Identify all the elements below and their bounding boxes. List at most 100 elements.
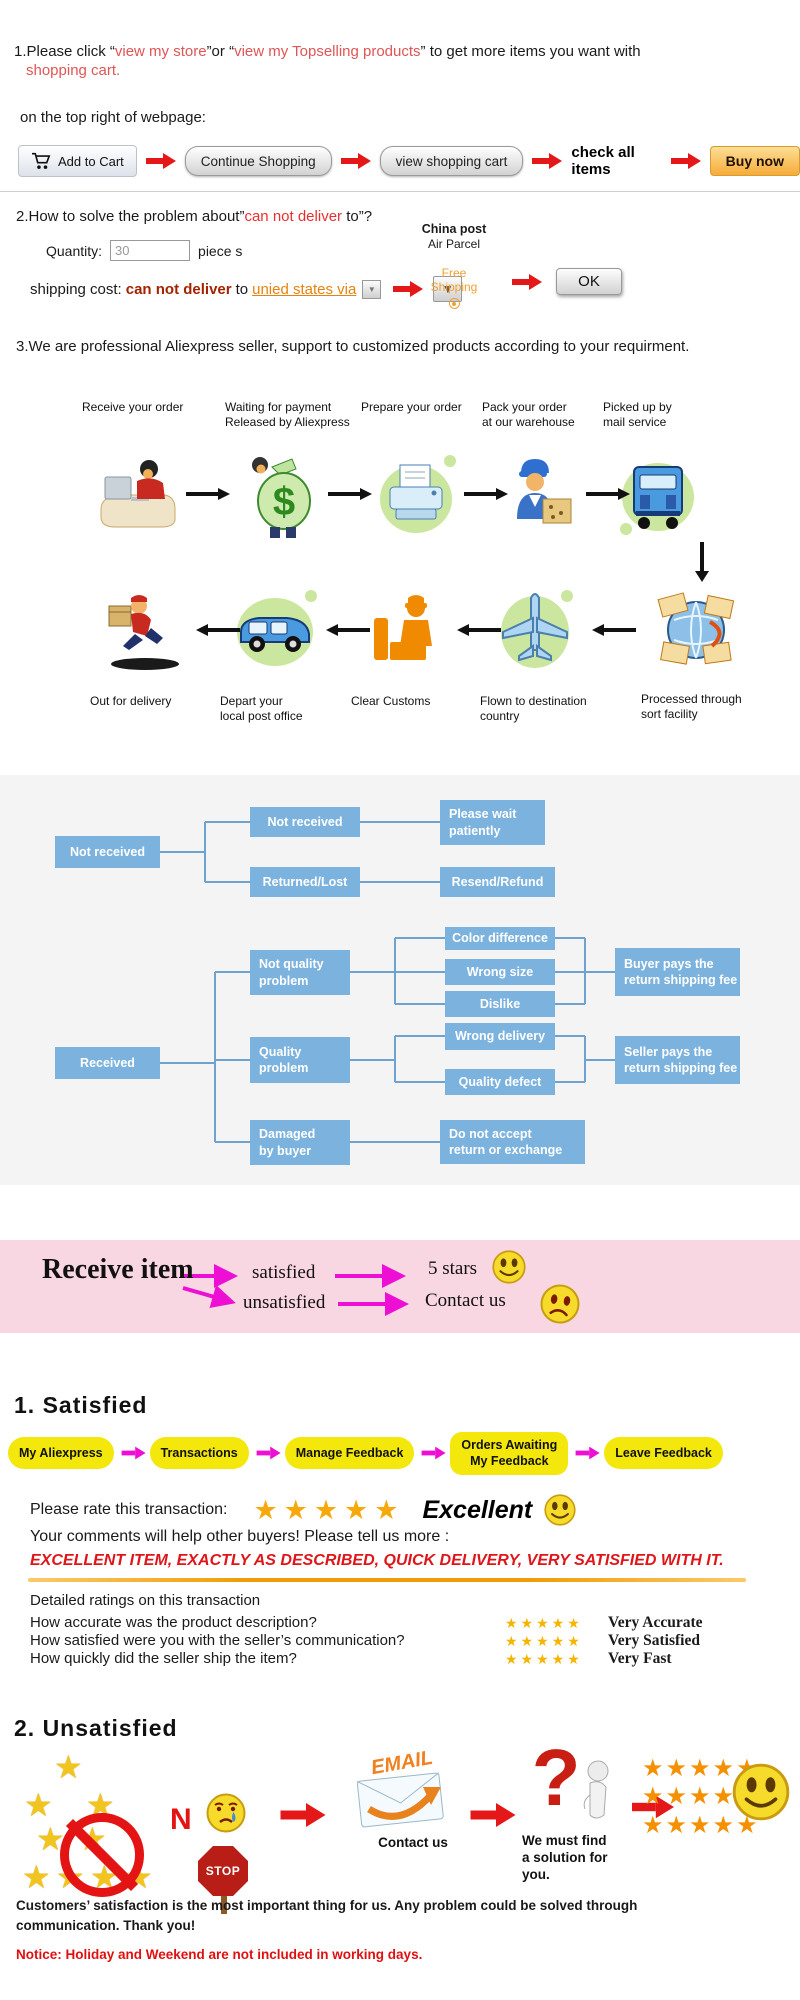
receive-item-banner: Receive item satisfied 5 stars unsatisfi… <box>0 1240 800 1333</box>
united-states-link[interactable]: unied states via <box>252 280 357 298</box>
unsatisfied-heading: 2. Unsatisfied <box>14 1715 178 1741</box>
customs-icon <box>360 584 452 676</box>
process-step-label: Clear Customs <box>351 694 431 708</box>
no-letter: N <box>170 1803 192 1836</box>
process-step-label: Waiting for payment Released by Aliexpre… <box>225 400 350 429</box>
rating-answer: Very Accurate <box>608 1614 703 1631</box>
flow-node-resend-refund: Resend/Refund <box>440 867 555 897</box>
rating-row: How accurate was the product description… <box>30 1614 790 1631</box>
rating-question: How accurate was the product description… <box>30 1614 317 1631</box>
five-star-rating[interactable]: ★★★★★ <box>505 1615 583 1631</box>
flow-node-dislike: Dislike <box>445 991 555 1017</box>
buy-now-button[interactable]: Buy now <box>709 146 800 176</box>
leave-feedback-button[interactable]: Leave Feedback <box>604 1437 723 1470</box>
free-shipping-block: Free Shipping <box>412 266 496 312</box>
section-3-text: 3.We are professional Aliexpress seller,… <box>16 338 690 355</box>
happy-smiley-icon <box>492 1250 526 1284</box>
flow-node-not-received: Not received <box>250 807 360 837</box>
rating-answer: Very Satisfied <box>608 1632 700 1649</box>
contact-us-label: Contact us <box>425 1290 506 1311</box>
radio-icon[interactable] <box>448 298 460 309</box>
contact-us-label: Contact us <box>378 1835 448 1850</box>
red-arrow-icon <box>670 153 701 169</box>
five-star-rating[interactable]: ★★★★★ <box>505 1633 583 1649</box>
gold-underline <box>28 1578 746 1582</box>
instruction-line-1: 1.Please click “view my store”or “view m… <box>14 42 641 61</box>
instruction-section-1: 1.Please click “view my store”or “view m… <box>14 42 641 127</box>
down-arrow-icon <box>695 542 709 582</box>
van-icon <box>229 584 321 676</box>
comments-hint: Your comments will help other buyers! Pl… <box>30 1528 450 1545</box>
footer-text: Customers’ satisfaction is the most impo… <box>16 1898 638 1934</box>
banner-title: Receive item <box>42 1254 194 1285</box>
crying-smiley-icon <box>206 1793 246 1833</box>
china-post-block: China post Air Parcel <box>408 222 500 252</box>
ok-button[interactable]: OK <box>556 268 622 295</box>
five-star-rating[interactable]: ★★★★★ <box>253 1494 405 1525</box>
flow-node-wrong-delivery: Wrong delivery <box>445 1023 555 1050</box>
red-arrow-icon <box>280 1803 326 1827</box>
rate-transaction-row: Please rate this transaction: ★★★★★ Exce… <box>30 1494 577 1526</box>
right-arrow-icon <box>328 488 372 500</box>
process-step-label: Processed through sort facility <box>641 692 742 721</box>
process-step-label: Flown to destination country <box>480 694 587 723</box>
rating-question: How quickly did the seller ship the item… <box>30 1650 297 1667</box>
add-to-cart-button[interactable]: Add to Cart <box>18 145 137 177</box>
rating-row: How satisfied were you with the seller’s… <box>30 1632 790 1649</box>
transactions-button[interactable]: Transactions <box>149 1437 249 1470</box>
no-low-stars-graphic: ★ ★ ★ ★ ★ ★ ★ ★ ★ N STOP <box>22 1751 262 1914</box>
feedback-steps: My Aliexpress Transactions Manage Feedba… <box>8 1432 798 1475</box>
quantity-input[interactable] <box>110 240 191 261</box>
unsatisfied-section: 2. Unsatisfied ★ ★ ★ ★ ★ ★ ★ ★ ★ N STOP … <box>0 1715 800 1914</box>
continue-shopping-button[interactable]: Continue Shopping <box>184 146 332 176</box>
five-star-rating[interactable]: ★★★★★ <box>505 1651 583 1667</box>
five-stars-label: 5 stars <box>428 1258 478 1279</box>
rating-row: How quickly did the seller ship the item… <box>30 1650 790 1667</box>
dropdown-button[interactable]: ▼ <box>433 276 463 302</box>
quantity-suffix: piece s <box>198 242 243 259</box>
rating-question: How satisfied were you with the seller’s… <box>30 1632 405 1649</box>
satisfied-label: satisfied <box>252 1262 316 1283</box>
pack-order-icon <box>491 447 583 539</box>
quantity-label: Quantity: <box>46 242 103 259</box>
section-2-heading: 2.How to solve the problem about”can not… <box>16 208 372 225</box>
left-arrow-icon <box>592 624 636 636</box>
view-topselling-link[interactable]: view my Topselling products <box>234 43 421 60</box>
flow-node-returned-lost: Returned/Lost <box>250 867 360 897</box>
printer-icon <box>370 447 462 539</box>
red-arrow-icon <box>632 1795 674 1819</box>
prohibition-icon <box>60 1813 144 1897</box>
truck-icon <box>612 447 704 539</box>
red-arrow-icon <box>512 274 542 290</box>
email-contact-icon: EMAIL <box>345 1747 455 1836</box>
order-process-diagram: Receive your order Waiting for payment R… <box>0 392 800 762</box>
orders-awaiting-feedback-button[interactable]: Orders Awaiting My Feedback <box>450 1432 569 1475</box>
text: can not deliver <box>244 208 343 225</box>
manage-feedback-button[interactable]: Manage Feedback <box>284 1437 415 1470</box>
can-not-deliver-text: can not deliver <box>125 280 232 298</box>
magenta-arrow-icon <box>121 1446 146 1460</box>
footer-notice: Notice: Holiday and Weekend are not incl… <box>16 1946 423 1962</box>
flow-node-seller-pays: Seller pays the return shipping fee <box>615 1036 740 1084</box>
flowchart-connectors <box>160 821 615 1143</box>
view-my-store-link[interactable]: view my store <box>114 43 207 60</box>
divider <box>0 191 800 192</box>
webpage-note: on the top right of webpage: <box>20 109 206 126</box>
view-shopping-cart-button[interactable]: view shopping cart <box>379 146 524 176</box>
flow-node-buyer-pays: Buyer pays the return shipping fee <box>615 948 740 996</box>
china-post-label: China post <box>421 222 487 236</box>
text: ” to get more items you want with <box>420 43 641 60</box>
country-dropdown-button[interactable]: ▼ <box>362 279 382 299</box>
flow-node-not-received-root: Not received <box>55 836 160 868</box>
cart-toolbar: Add to Cart Continue Shopping view shopp… <box>18 144 800 178</box>
detailed-ratings-heading: Detailed ratings on this transaction <box>30 1592 261 1609</box>
text: 2.How to solve the problem about” <box>16 208 245 225</box>
shipping-row: shipping cost: can not deliver to unied s… <box>30 276 463 302</box>
air-parcel-label: Air Parcel <box>427 237 480 251</box>
shipping-cost-label: shipping cost: <box>30 280 122 298</box>
my-aliexpress-button[interactable]: My Aliexpress <box>8 1437 114 1470</box>
right-arrow-icon <box>586 488 630 500</box>
payment-icon: $ <box>234 447 326 539</box>
flow-node-color-difference: Color difference <box>445 927 555 950</box>
